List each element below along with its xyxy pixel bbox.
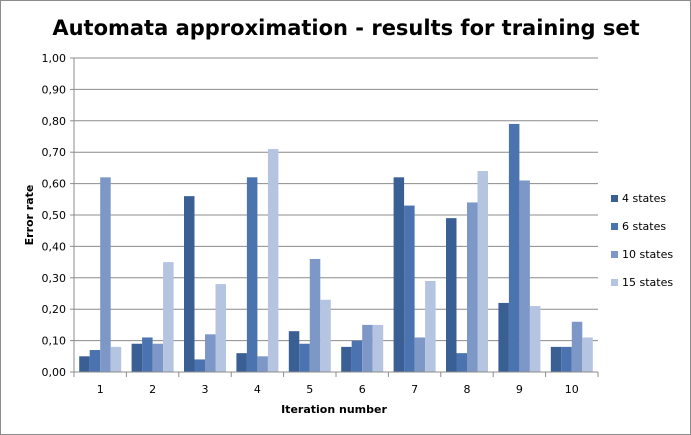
bar [257, 356, 268, 372]
bar [79, 356, 90, 372]
y-tick-label: 0,10 [42, 335, 67, 348]
bar [267, 149, 279, 372]
legend-label: 10 states [622, 248, 673, 261]
bar [110, 346, 122, 372]
bar [236, 353, 247, 372]
x-tick-label: 4 [254, 383, 261, 396]
y-tick-label: 0,00 [42, 366, 67, 379]
bar [529, 306, 541, 372]
x-tick-label: 6 [359, 383, 366, 396]
bars [79, 123, 593, 372]
bar [372, 324, 384, 372]
x-tick-label: 8 [464, 383, 471, 396]
bar [194, 359, 205, 372]
bar [414, 337, 426, 372]
bar [288, 331, 300, 372]
x-tick-label: 10 [565, 383, 579, 396]
x-tick-label: 1 [97, 383, 104, 396]
bar [467, 202, 478, 372]
bar [456, 353, 467, 372]
bar [351, 340, 363, 372]
bar [142, 337, 153, 372]
bar [446, 218, 457, 372]
y-tick-label: 0,60 [42, 178, 67, 191]
legend-swatch [611, 251, 618, 258]
legend: 4 states 6 states 10 states 15 states [611, 192, 673, 289]
bar [550, 346, 562, 372]
legend-swatch [611, 279, 618, 286]
y-tick-label: 0,30 [42, 272, 67, 285]
bar [246, 177, 258, 372]
bar [299, 343, 310, 372]
bar [341, 346, 352, 372]
bar [163, 262, 174, 372]
bar [205, 334, 216, 372]
bar [425, 280, 436, 372]
chart-title: Automata approximation - results for tra… [52, 16, 639, 40]
bar [498, 302, 509, 372]
bar [362, 324, 373, 372]
y-tick-label: 1,00 [42, 52, 67, 65]
x-axis-ticks: 1 2 3 4 5 6 7 8 9 10 [73, 372, 599, 396]
y-tick-label: 0,80 [42, 115, 67, 128]
y-tick-label: 0,90 [42, 83, 67, 96]
x-tick-label: 7 [411, 383, 418, 396]
bar [215, 284, 226, 372]
bar [89, 350, 101, 372]
x-tick-label: 3 [202, 383, 209, 396]
legend-label: 6 states [622, 220, 666, 233]
x-axis-label: Iteration number [281, 403, 387, 416]
legend-label: 15 states [622, 276, 673, 289]
bar [508, 123, 520, 372]
bar [100, 177, 111, 372]
x-tick-label: 9 [516, 383, 523, 396]
bar [561, 346, 572, 372]
bar [571, 321, 583, 372]
bar [152, 343, 164, 372]
legend-swatch [611, 223, 618, 230]
bar [519, 180, 530, 372]
bar [582, 337, 593, 372]
legend-swatch [611, 195, 618, 202]
bar [131, 343, 143, 372]
y-axis-label: Error rate [23, 185, 36, 246]
x-tick-label: 5 [306, 383, 313, 396]
y-axis-ticks: 0,00 0,10 0,20 0,30 0,40 0,50 0,60 0,70 0,80 0,90… [42, 52, 74, 379]
y-tick-label: 0,50 [42, 209, 67, 222]
y-tick-label: 0,40 [42, 240, 67, 253]
gridlines [74, 57, 598, 342]
bar [477, 171, 488, 372]
bar [184, 196, 195, 372]
y-tick-label: 0,20 [42, 303, 67, 316]
y-tick-label: 0,70 [42, 146, 67, 159]
x-tick-label: 2 [149, 383, 156, 396]
bar [320, 299, 331, 372]
bar [404, 205, 415, 372]
bar [309, 258, 321, 372]
bar [393, 177, 405, 372]
legend-label: 4 states [622, 192, 666, 205]
